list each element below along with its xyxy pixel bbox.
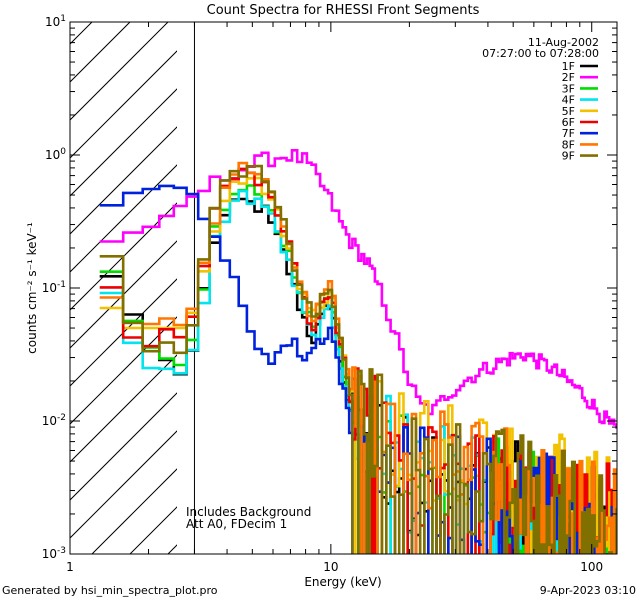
hatch-line [70,392,177,501]
footer-generated-by: Generated by hsi_min_spectra_plot.pro [2,584,218,597]
legend-label: 5F [562,105,575,118]
legend-date: 11-Aug-2002 [528,36,599,49]
series-line-9f [99,164,617,554]
chart-title: Count Spectra for RHESSI Front Segments [207,3,480,18]
hatch-line [70,202,177,311]
hatch-line [70,50,177,159]
hatch-line [70,22,169,121]
y-tick-label: 10-1 [42,280,66,295]
x-tick-label: 10 [323,560,338,574]
hatch-line [70,22,131,83]
y-tick-label: 10-2 [42,413,66,428]
x-tick-label: 1 [66,560,74,574]
axis-ticks [69,21,617,555]
x-axis-label: Energy (keV) [304,575,381,589]
y-tick-labels: 10-3 10-2 10-1 100 101 [42,14,67,561]
legend-label: 3F [562,82,575,95]
legend-label: 2F [562,71,575,84]
legend-label: 9F [562,150,575,163]
hatch-line [70,240,177,349]
legend-label: 6F [562,116,575,129]
hatch-line [0,0,6,554]
legend-label: 7F [562,127,575,140]
y-tick-label: 10-3 [42,546,66,561]
hatch-line [70,126,177,235]
y-tick-label: 101 [45,14,66,29]
series-line-2f [99,149,617,429]
hatch-line [70,430,177,539]
legend-label: 4F [562,94,575,107]
y-tick-label: 100 [45,147,66,162]
x-tick-label: 100 [580,560,603,574]
legend-label: 1F [562,60,575,73]
annotation-background: Includes Background [186,505,311,519]
series-layer [99,149,617,554]
footer-timestamp: 9-Apr-2023 03:10 [540,584,636,597]
x-tick-labels: 1 10 100 [66,560,603,574]
legend-time-range: 07:27:00 to 07:28:00 [482,47,599,60]
annotation-attenuator: Att A0, FDecim 1 [186,517,287,531]
y-axis-label: counts cm⁻² s⁻¹ keV⁻¹ [25,222,39,354]
legend-label: 8F [562,138,575,151]
